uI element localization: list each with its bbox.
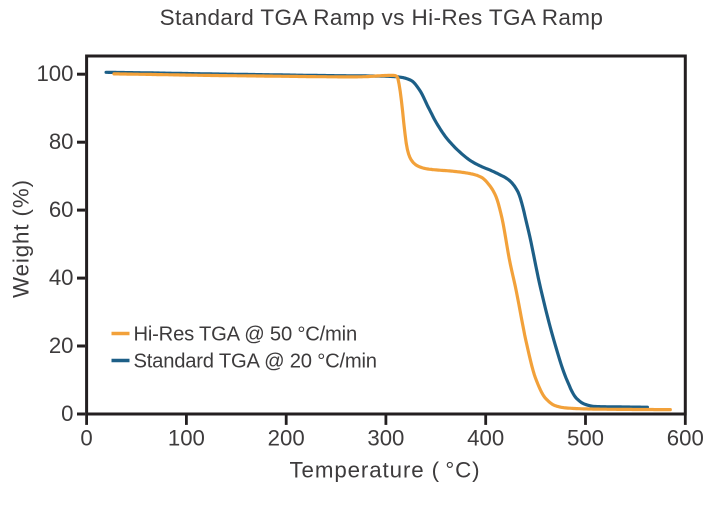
svg-text:Standard TGA Ramp vs Hi-Res TG: Standard TGA Ramp vs Hi-Res TGA Ramp — [160, 5, 604, 30]
svg-text:300: 300 — [367, 426, 404, 451]
svg-text:0: 0 — [61, 401, 73, 426]
svg-text:Hi-Res TGA @ 50 °C/min: Hi-Res TGA @ 50 °C/min — [134, 324, 357, 346]
svg-text:200: 200 — [268, 426, 305, 451]
svg-text:60: 60 — [49, 197, 74, 222]
svg-text:100: 100 — [168, 426, 205, 451]
svg-text:Standard TGA @ 20 °C/min: Standard TGA @ 20 °C/min — [134, 351, 377, 373]
svg-text:500: 500 — [567, 426, 604, 451]
svg-text:Weight (%): Weight (%) — [9, 179, 34, 298]
svg-text:Temperature ( °C): Temperature ( °C) — [290, 458, 481, 483]
svg-text:600: 600 — [667, 426, 704, 451]
svg-text:40: 40 — [49, 265, 74, 290]
svg-text:20: 20 — [49, 333, 74, 358]
svg-text:0: 0 — [80, 426, 92, 451]
svg-text:400: 400 — [467, 426, 504, 451]
svg-text:100: 100 — [36, 61, 73, 86]
svg-text:80: 80 — [49, 129, 74, 154]
